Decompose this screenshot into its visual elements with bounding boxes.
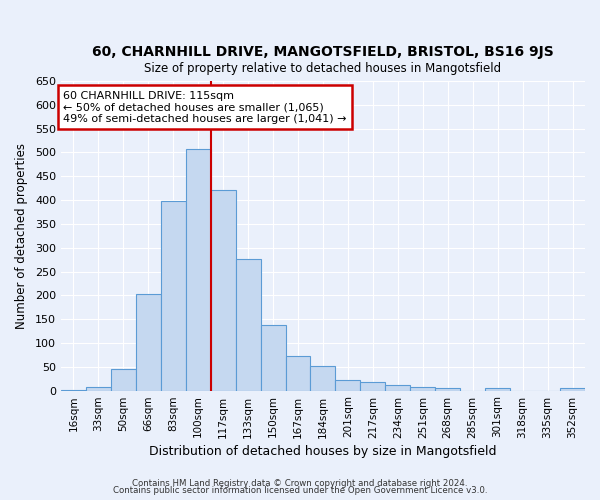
Bar: [560, 388, 585, 390]
Y-axis label: Number of detached properties: Number of detached properties: [15, 143, 28, 329]
Bar: [310, 366, 335, 390]
Bar: [236, 258, 260, 390]
Bar: [86, 387, 111, 390]
Text: 60 CHARNHILL DRIVE: 115sqm
← 50% of detached houses are smaller (1,065)
49% of s: 60 CHARNHILL DRIVE: 115sqm ← 50% of deta…: [64, 90, 347, 124]
X-axis label: Distribution of detached houses by size in Mangotsfield: Distribution of detached houses by size …: [149, 444, 497, 458]
Bar: [435, 388, 460, 390]
Bar: [361, 382, 385, 390]
Bar: [485, 388, 510, 390]
Bar: [136, 294, 161, 390]
Bar: [286, 356, 310, 390]
Bar: [385, 386, 410, 390]
Bar: [111, 369, 136, 390]
Title: 60, CHARNHILL DRIVE, MANGOTSFIELD, BRISTOL, BS16 9JS: 60, CHARNHILL DRIVE, MANGOTSFIELD, BRIST…: [92, 45, 554, 59]
Bar: [186, 149, 211, 390]
Text: Contains public sector information licensed under the Open Government Licence v3: Contains public sector information licen…: [113, 486, 487, 495]
Bar: [211, 190, 236, 390]
Bar: [335, 380, 361, 390]
Bar: [161, 201, 186, 390]
Text: Size of property relative to detached houses in Mangotsfield: Size of property relative to detached ho…: [145, 62, 502, 75]
Bar: [260, 325, 286, 390]
Text: Contains HM Land Registry data © Crown copyright and database right 2024.: Contains HM Land Registry data © Crown c…: [132, 478, 468, 488]
Bar: [410, 387, 435, 390]
